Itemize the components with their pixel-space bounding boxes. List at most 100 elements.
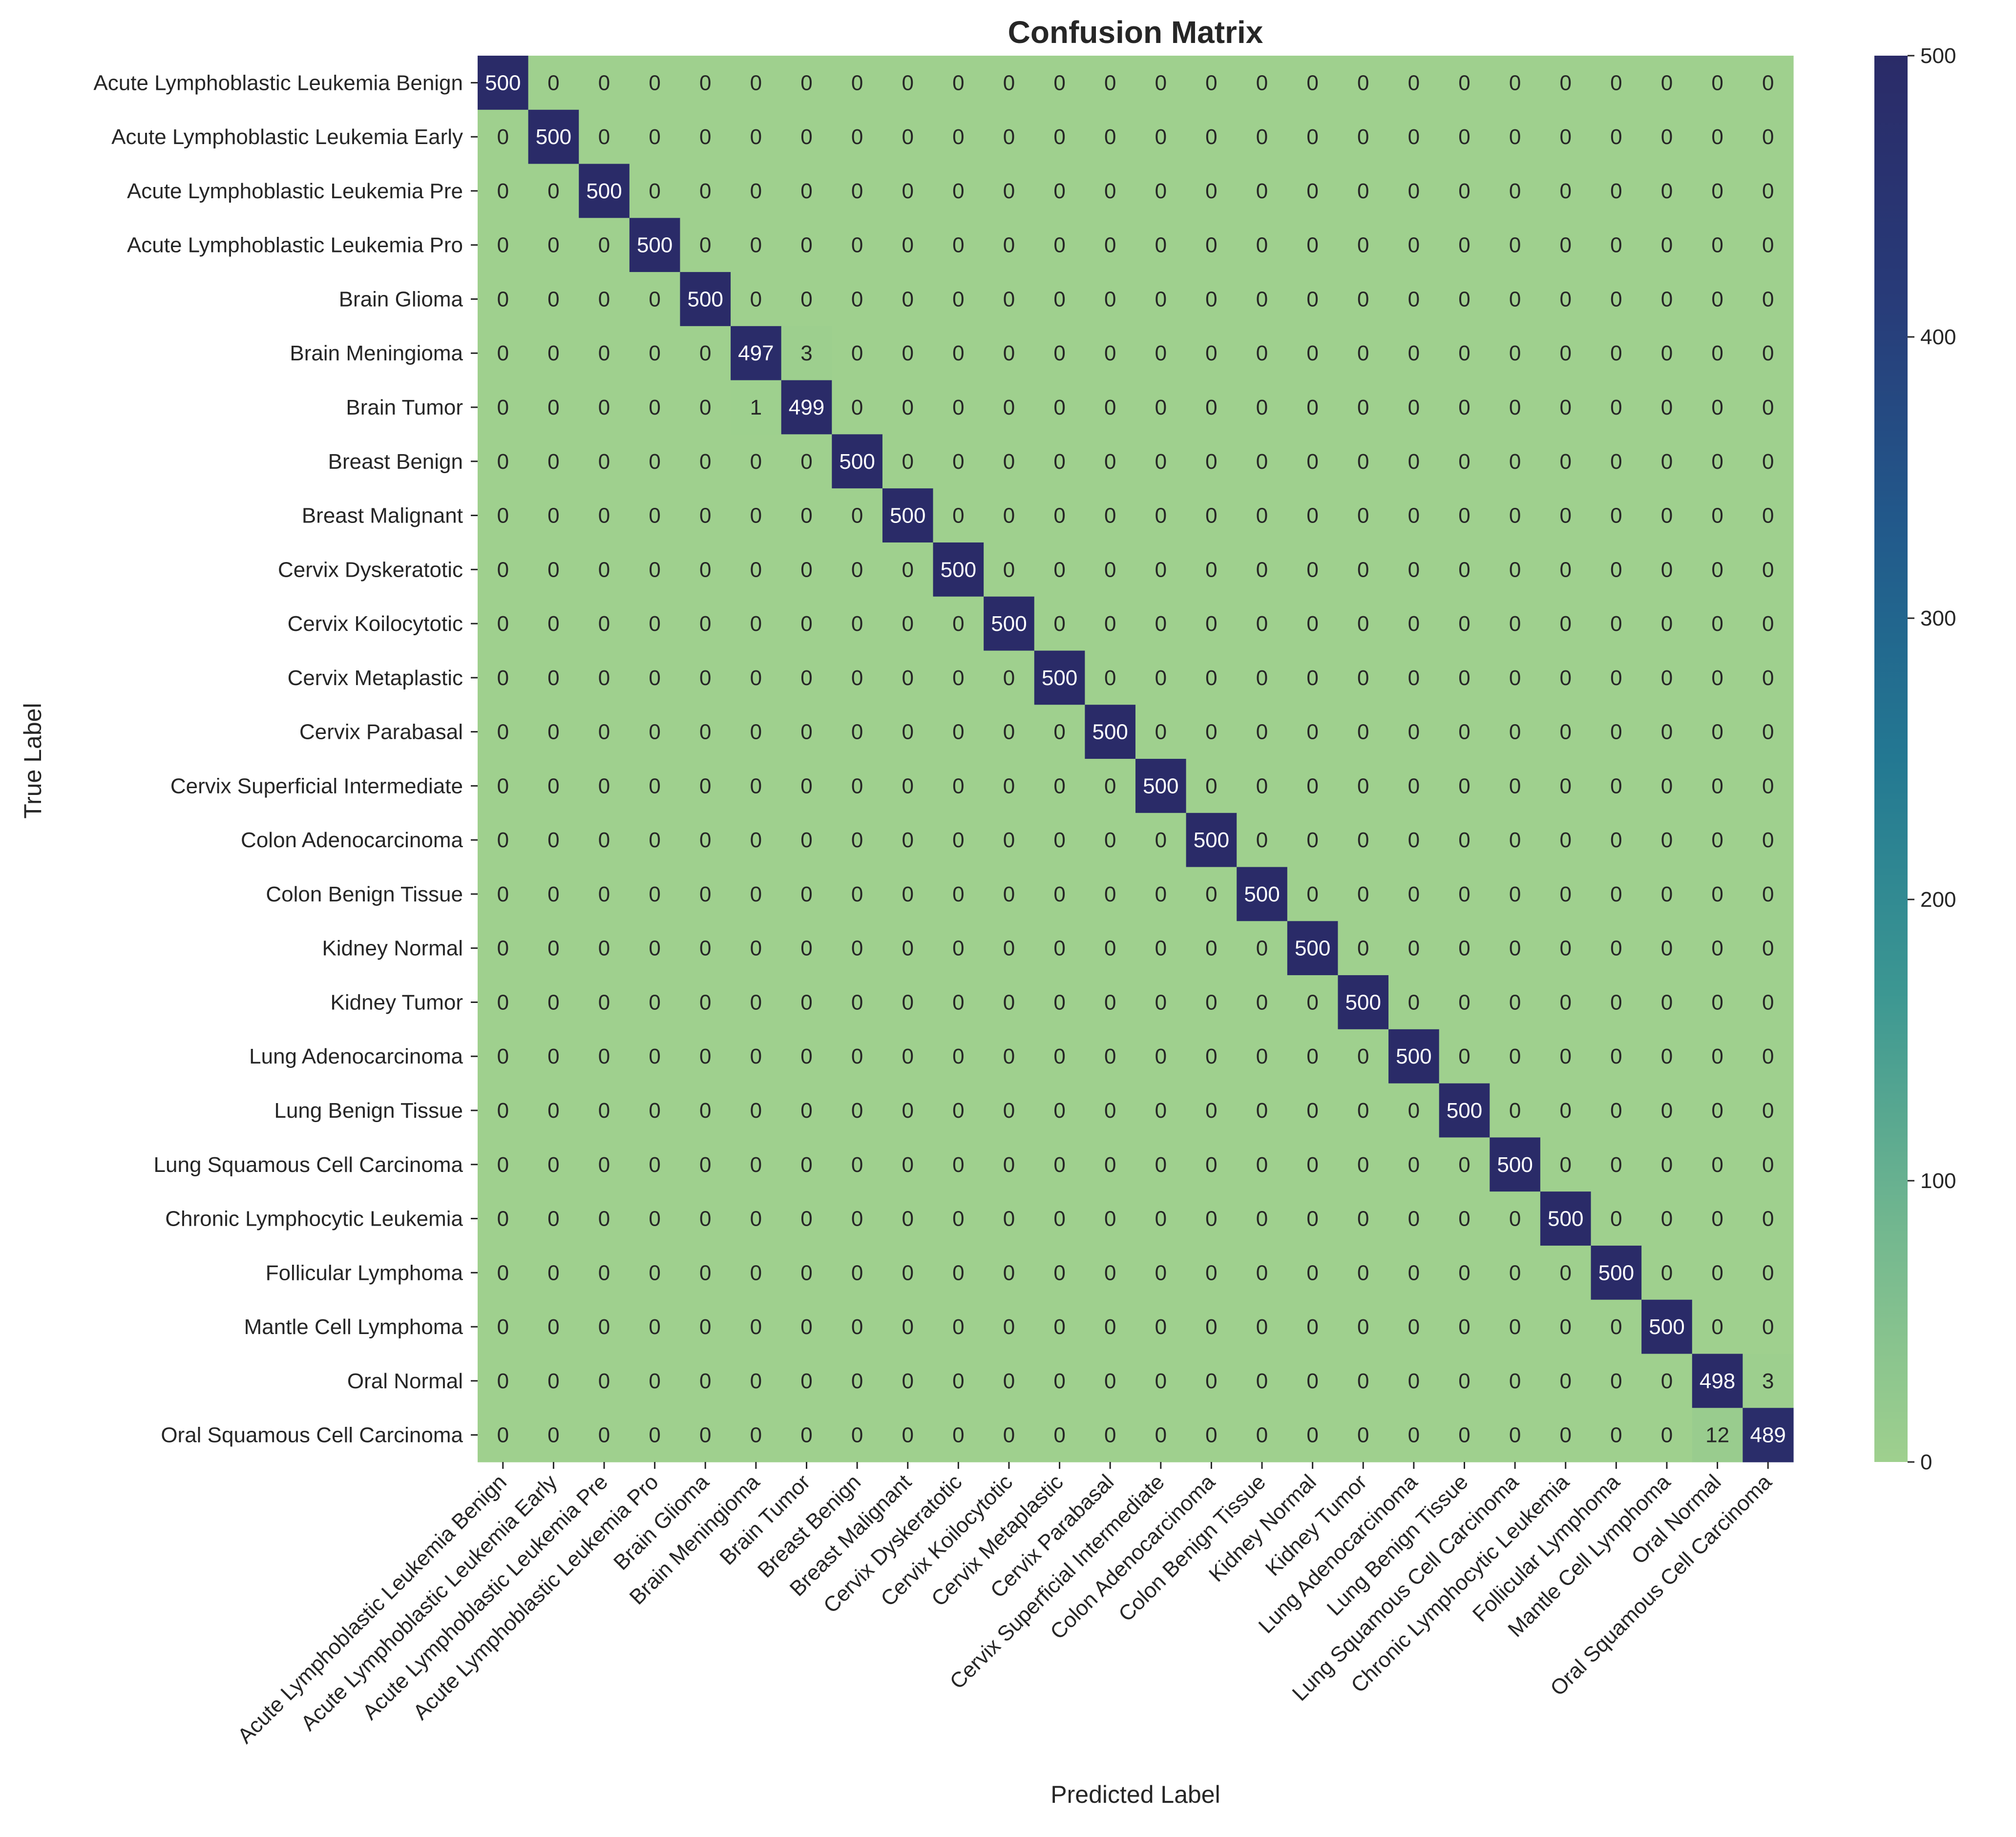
cell-value-label: 0 (1509, 1099, 1521, 1123)
heatmap-cell (1743, 164, 1794, 218)
cell-value-label: 0 (750, 882, 762, 906)
cell-value-label: 0 (1306, 612, 1318, 636)
cell-value-label: 0 (1711, 558, 1723, 582)
heatmap-cell (1743, 1083, 1794, 1138)
cell-value-label: 0 (699, 1044, 711, 1068)
heatmap-cell (1287, 1299, 1339, 1355)
heatmap-cell (731, 488, 782, 543)
heatmap-cell (781, 975, 832, 1030)
heatmap-cell (882, 434, 934, 489)
heatmap-cell (1490, 1408, 1541, 1462)
heatmap-cell (1591, 705, 1642, 759)
cell-value-label: 0 (1104, 1044, 1116, 1068)
cell-value-label: 0 (1155, 612, 1167, 636)
heatmap-cell (1591, 596, 1642, 651)
cell-value-label: 0 (1559, 720, 1571, 744)
heatmap-cell (478, 218, 529, 272)
cell-value-label: 0 (497, 1153, 509, 1177)
cell-value-label: 0 (800, 990, 812, 1014)
cell-value-label: 0 (1104, 179, 1116, 203)
heatmap-cell (1135, 164, 1187, 218)
heatmap-cell (1237, 867, 1288, 921)
cell-value-label: 3 (1762, 1369, 1774, 1393)
heatmap-cell (1034, 272, 1085, 327)
heatmap-cell (1338, 56, 1389, 110)
heatmap-cell (1490, 542, 1541, 597)
cell-value-label: 0 (699, 937, 711, 960)
cell-value-label: 0 (902, 233, 913, 257)
cell-value-label: 0 (699, 612, 711, 636)
heatmap-cell (1490, 867, 1541, 921)
heatmap-cell (1287, 921, 1339, 976)
cell-value-label: 0 (1053, 341, 1065, 365)
heatmap-cell (1287, 1083, 1339, 1138)
cell-value-label: 0 (699, 1099, 711, 1123)
cell-value-label: 0 (1509, 179, 1521, 203)
heatmap-cell (1287, 759, 1339, 814)
cell-value-label: 0 (1711, 125, 1723, 149)
cell-value-label: 0 (1003, 1423, 1015, 1447)
heatmap-cell (1135, 705, 1187, 759)
cell-value-label: 0 (1306, 882, 1318, 906)
heatmap-cell (528, 1191, 579, 1246)
heatmap-cell (1743, 1137, 1794, 1192)
cell-value-label: 0 (1205, 1369, 1217, 1393)
heatmap-cell (882, 488, 934, 543)
heatmap-cell (1591, 326, 1642, 381)
cell-value-label: 0 (1155, 1369, 1167, 1393)
cell-value-label: 0 (649, 666, 660, 690)
cell-value-label: 0 (1711, 1099, 1723, 1123)
heatmap-cell (680, 921, 731, 976)
heatmap-cell (882, 542, 934, 597)
cell-value-label: 0 (851, 937, 863, 960)
cell-value-label: 0 (1458, 882, 1470, 906)
heatmap-cell (731, 705, 782, 759)
cell-value-label: 0 (1357, 233, 1369, 257)
cell-value-label: 0 (1256, 720, 1268, 744)
heatmap-cell (1338, 921, 1389, 976)
heatmap-cell (1186, 326, 1237, 381)
heatmap-cell (1085, 326, 1136, 381)
heatmap-cell (882, 1354, 934, 1408)
heatmap-cell (731, 218, 782, 272)
cell-value-label: 0 (1104, 1369, 1116, 1393)
heatmap-cell (680, 1083, 731, 1138)
cell-value-label: 0 (851, 720, 863, 744)
heatmap-cell (1287, 1029, 1339, 1084)
heatmap-cell (1338, 596, 1389, 651)
cell-value-label: 489 (1750, 1423, 1785, 1447)
heatmap-cell (1692, 218, 1743, 272)
cell-value-label: 0 (1306, 125, 1318, 149)
cell-value-label: 0 (750, 774, 762, 798)
cell-value-label: 0 (699, 666, 711, 690)
heatmap-cell (1237, 813, 1288, 868)
cell-value-label: 0 (902, 450, 913, 474)
cell-value-label: 0 (1205, 504, 1217, 528)
heatmap-cell (1135, 1083, 1187, 1138)
cell-value-label: 0 (1559, 1044, 1571, 1068)
cell-value-label: 0 (851, 666, 863, 690)
heatmap-cell (478, 109, 529, 165)
cell-value-label: 0 (1711, 450, 1723, 474)
cell-value-label: 0 (1509, 1207, 1521, 1231)
heatmap-cell (478, 705, 529, 759)
heatmap-cell (1388, 1354, 1440, 1408)
heatmap-cell (1034, 650, 1085, 705)
cell-value-label: 0 (1762, 396, 1774, 419)
heatmap-cell (1287, 1137, 1339, 1192)
heatmap-cell (629, 1029, 681, 1084)
cell-value-label: 0 (699, 179, 711, 203)
heatmap-cell (1591, 975, 1642, 1030)
cell-value-label: 0 (1408, 558, 1420, 582)
cell-value-label: 0 (1155, 287, 1167, 311)
cell-value-label: 0 (1458, 179, 1470, 203)
heatmap-cell (1490, 272, 1541, 327)
heatmap-cell (1692, 380, 1743, 435)
cell-value-label: 0 (1003, 504, 1015, 528)
heatmap-cell (1591, 164, 1642, 218)
cell-value-label: 0 (699, 450, 711, 474)
cell-value-label: 0 (1661, 1369, 1673, 1393)
heatmap-cell (1641, 1299, 1693, 1355)
cell-value-label: 0 (851, 1423, 863, 1447)
cell-value-label: 0 (1559, 774, 1571, 798)
